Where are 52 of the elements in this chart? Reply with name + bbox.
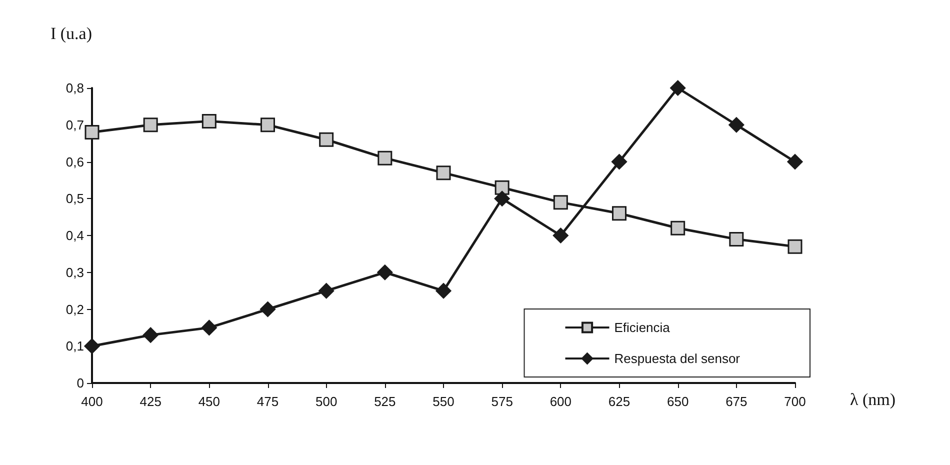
point bbox=[729, 232, 744, 246]
point bbox=[787, 154, 803, 170]
point bbox=[728, 117, 744, 133]
x-tick-label: 450 bbox=[198, 394, 220, 409]
y-tick-label: 0 bbox=[76, 376, 84, 390]
point bbox=[788, 239, 802, 254]
point bbox=[670, 80, 686, 96]
y-tick-label: 0,5 bbox=[66, 191, 84, 206]
x-tick-label: 500 bbox=[315, 394, 338, 409]
point bbox=[612, 206, 626, 221]
point bbox=[260, 302, 276, 317]
point bbox=[143, 118, 158, 132]
x-tick-label: 550 bbox=[432, 394, 454, 409]
point bbox=[552, 228, 568, 244]
x-tick-label: 600 bbox=[550, 394, 572, 409]
point bbox=[377, 264, 393, 280]
point bbox=[201, 320, 217, 336]
point bbox=[319, 132, 334, 147]
point bbox=[84, 338, 100, 354]
y-axis-title: I (u.a) bbox=[50, 24, 92, 43]
point bbox=[202, 114, 216, 128]
y-tick-label: 0,1 bbox=[66, 338, 84, 354]
x-tick-label: 525 bbox=[374, 394, 396, 409]
x-tick-label: 400 bbox=[81, 394, 103, 409]
x-tick-label: 575 bbox=[491, 394, 513, 409]
point bbox=[612, 154, 627, 170]
point bbox=[436, 166, 451, 180]
y-tick-label: 0,7 bbox=[66, 117, 84, 132]
y-tick-label: 0,8 bbox=[66, 80, 84, 96]
point bbox=[553, 195, 568, 210]
y-tick-label: 0,4 bbox=[66, 228, 84, 243]
x-tick-label: 650 bbox=[666, 394, 689, 409]
x-tick-label: 625 bbox=[608, 394, 630, 409]
point bbox=[436, 283, 452, 299]
y-tick-label: 0,2 bbox=[66, 302, 84, 317]
point bbox=[670, 220, 686, 236]
legend-label: Respuesta del sensor bbox=[614, 351, 741, 366]
point bbox=[494, 180, 510, 195]
x-tick-label: 475 bbox=[256, 394, 279, 409]
point bbox=[142, 327, 158, 343]
x-tick-label: 425 bbox=[140, 394, 162, 409]
x-axis-title: λ (nm) bbox=[850, 390, 896, 409]
point bbox=[318, 283, 334, 299]
point bbox=[84, 125, 100, 140]
point bbox=[378, 150, 392, 166]
legend-label: Eficiencia bbox=[614, 320, 671, 335]
y-tick-label: 0,3 bbox=[66, 264, 84, 280]
point bbox=[494, 190, 510, 206]
y-tick-label: 0,6 bbox=[66, 154, 84, 170]
point bbox=[260, 118, 275, 132]
x-tick-label: 700 bbox=[784, 394, 806, 409]
x-tick-label: 675 bbox=[726, 394, 748, 409]
